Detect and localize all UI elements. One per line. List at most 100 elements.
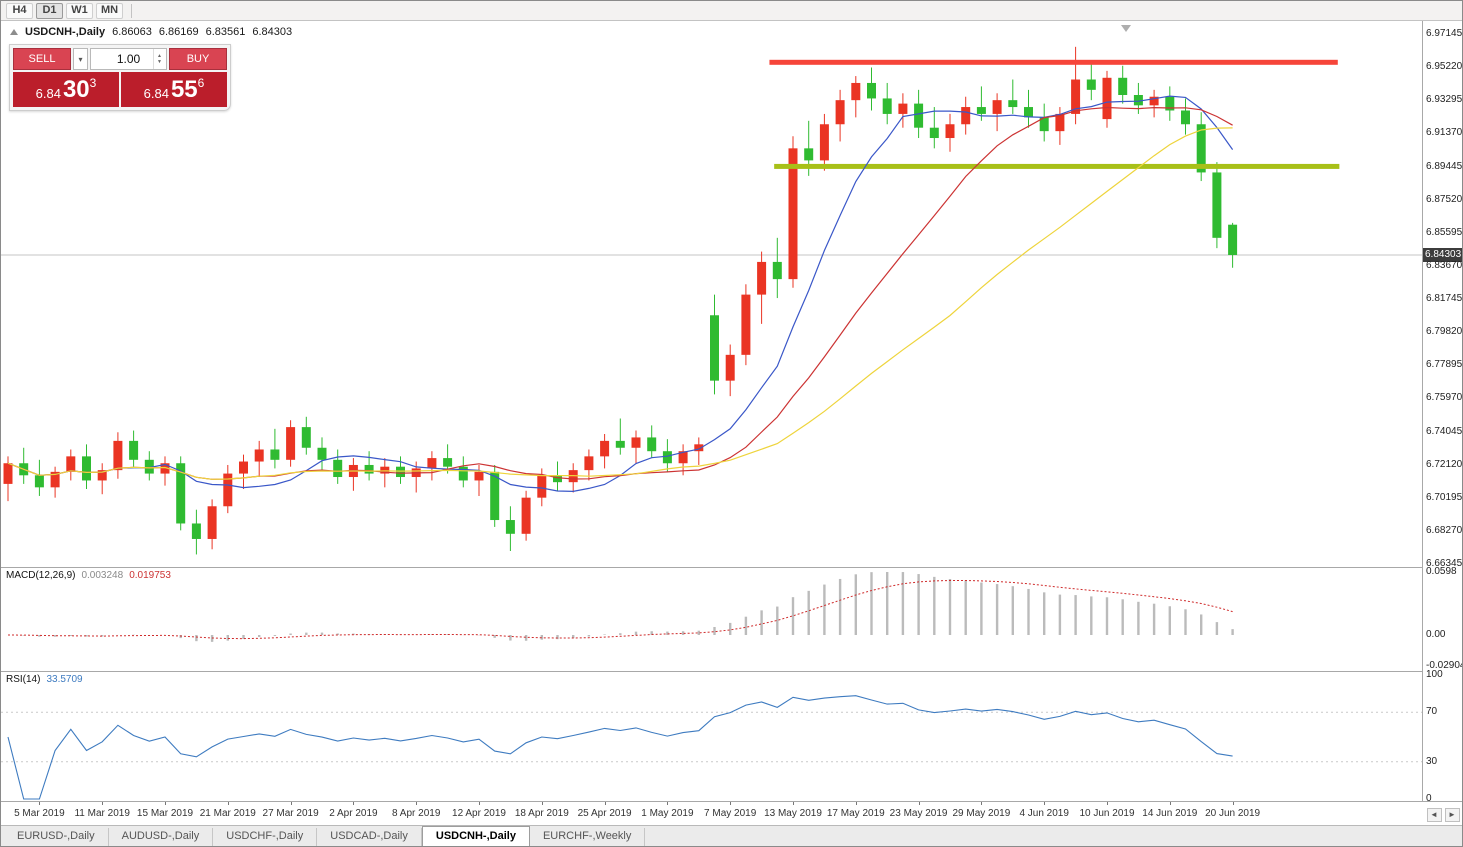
time-axis-label: 18 Apr 2019: [514, 808, 569, 819]
candle-body: [1024, 107, 1033, 118]
rsi-panel-separator[interactable]: [1, 671, 1462, 672]
candle-body: [851, 82, 861, 101]
price-scale-label: 6.83670: [1426, 259, 1463, 271]
chart-shift-marker[interactable]: [1121, 25, 1131, 32]
candle-body: [191, 523, 201, 539]
period-button-w1[interactable]: W1: [66, 2, 93, 19]
sell-button[interactable]: SELL: [13, 48, 71, 70]
macd-value: 0.003248: [81, 570, 124, 581]
macd-scale-label: -0.029049: [1426, 659, 1462, 671]
scroll-right-button[interactable]: ►: [1444, 807, 1460, 822]
candle-body: [694, 444, 704, 452]
chart-tab-audusd-daily[interactable]: AUDUSD-,Daily: [109, 828, 214, 846]
time-axis-label: 12 Apr 2019: [452, 808, 506, 819]
time-axis-tick: [855, 802, 857, 805]
macd-label: MACD(12,26,9) 0.003248 0.019753: [6, 570, 171, 581]
resistance-line[interactable]: [769, 59, 1338, 65]
candle-body: [301, 427, 311, 448]
volume-value: 1.00: [116, 52, 141, 66]
time-axis-tick: [479, 802, 480, 805]
rsi-name: RSI(14): [6, 674, 41, 685]
candle-body: [882, 98, 892, 114]
volume-dropdown-icon[interactable]: ▾: [73, 48, 88, 70]
candle-body: [1149, 96, 1159, 106]
time-axis[interactable]: 5 Mar 2019 11 Mar 2019 15 Mar 2019 21 Mar 2…: [1, 801, 1422, 827]
spin-down-icon[interactable]: ▼: [157, 59, 162, 65]
spin-up-icon[interactable]: ▲: [157, 53, 162, 59]
rsi-scale-label: 70: [1426, 706, 1438, 718]
rsi-panel-canvas[interactable]: [1, 671, 1422, 801]
macd-scale-label: 0.00: [1426, 629, 1446, 640]
time-axis-label: 14 Jun 2019: [1142, 808, 1198, 819]
price-scale-label: 6.87520: [1426, 193, 1463, 205]
time-axis-label: 1 May 2019: [641, 808, 694, 819]
candle-body: [914, 103, 924, 128]
candle-body: [1102, 77, 1112, 120]
candle-body: [898, 103, 908, 114]
time-axis-label: 2 Apr 2019: [329, 808, 378, 819]
macd-signal-value: 0.019753: [129, 570, 171, 581]
chart-tab-eurusd-daily[interactable]: EURUSD-,Daily: [4, 828, 109, 846]
chart-tab-eurchf-weekly[interactable]: EURCHF-,Weekly: [530, 828, 646, 846]
chart-tab-usdcad-daily[interactable]: USDCAD-,Daily: [317, 828, 422, 846]
time-axis-tick: [1044, 802, 1046, 805]
one-click-toggle-icon[interactable]: [10, 29, 18, 35]
price-scale-label: 6.79820: [1426, 326, 1463, 338]
chart-tab-usdchf-daily[interactable]: USDCHF-,Daily: [213, 828, 318, 846]
candle-body: [553, 475, 562, 483]
ask-price-display[interactable]: 6.84 55 6: [121, 72, 227, 107]
candle-body: [929, 127, 939, 139]
candle-body: [129, 440, 139, 460]
candle-body: [867, 82, 876, 99]
volume-spinner[interactable]: ▲ ▼: [153, 49, 165, 69]
volume-input[interactable]: 1.00 ▲ ▼: [90, 48, 167, 70]
candle-body: [1133, 95, 1143, 106]
chart-area[interactable]: USDCNH-,Daily 6.86063 6.86169 6.83561 6.…: [1, 21, 1463, 827]
candle-body: [725, 354, 735, 381]
macd-panel-separator[interactable]: [1, 567, 1462, 568]
toolbar-divider: [131, 3, 132, 18]
candle-body: [223, 473, 233, 507]
period-button-mn[interactable]: MN: [96, 2, 123, 19]
buy-button[interactable]: BUY: [169, 48, 227, 70]
chart-tab-usdcnh-daily[interactable]: USDCNH-,Daily: [421, 826, 530, 846]
time-axis-tick: [981, 802, 983, 805]
candle-body: [757, 261, 767, 295]
price-scale[interactable]: 6.84303 6.97145 6.95220 6.93295 6.91370 6.89…: [1422, 21, 1463, 827]
candle-body: [160, 463, 170, 474]
candle-body: [819, 124, 829, 161]
candle-body: [804, 148, 814, 161]
scroll-left-button[interactable]: ◄: [1426, 807, 1442, 822]
macd-name: MACD(12,26,9): [6, 570, 76, 581]
candle-body: [976, 107, 986, 114]
candle-body: [647, 437, 657, 452]
axis-corner: ◄ ►: [1422, 801, 1462, 827]
period-button-d1[interactable]: D1: [36, 2, 63, 19]
price-scale-label: 6.85595: [1426, 226, 1463, 238]
price-scale-label: 6.97145: [1426, 28, 1463, 39]
candle-body: [505, 520, 515, 534]
candle-body: [1212, 172, 1222, 238]
support-line[interactable]: [774, 163, 1340, 169]
candle-body: [631, 437, 641, 448]
candle-body: [3, 463, 13, 484]
candle-body: [1196, 124, 1206, 173]
moving-average-30: [7, 127, 1233, 480]
candle-body: [662, 451, 672, 464]
candle-body: [490, 471, 500, 521]
main-chart-canvas[interactable]: [1, 21, 1422, 567]
time-axis-tick: [1232, 802, 1234, 805]
time-axis-tick: [39, 802, 41, 805]
candle-body: [1071, 79, 1081, 114]
candle-body: [34, 475, 44, 488]
bid-price-display[interactable]: 6.84 30 3: [13, 72, 119, 107]
macd-panel-canvas[interactable]: [1, 567, 1422, 671]
price-scale-label: 6.66345: [1426, 558, 1463, 569]
candle-body: [239, 461, 248, 474]
ohlc-low: 6.83561: [205, 26, 246, 38]
candle-body: [427, 458, 437, 469]
time-axis-label: 5 Mar 2019: [14, 808, 65, 819]
time-axis-label: 20 Jun 2019: [1205, 808, 1261, 819]
candle-body: [396, 466, 405, 478]
period-button-h4[interactable]: H4: [6, 2, 33, 19]
